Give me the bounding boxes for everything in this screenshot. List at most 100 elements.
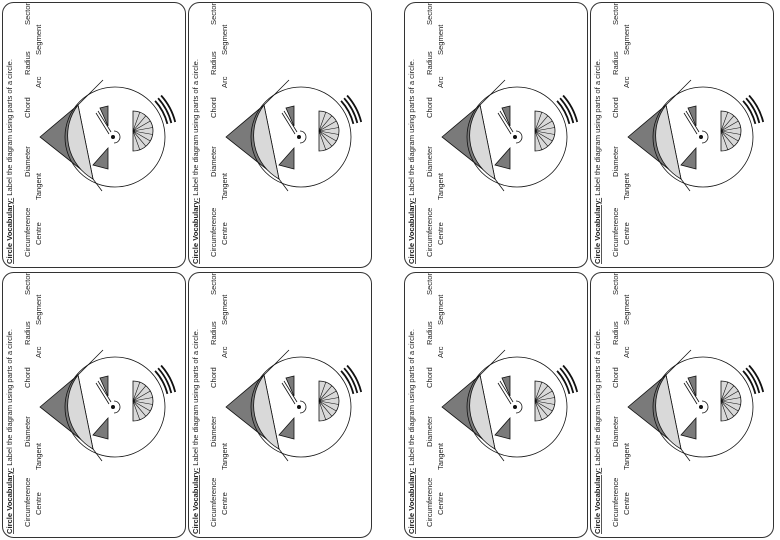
- heading-instruction: Label the diagram using parts of a circl…: [593, 59, 602, 198]
- vocab-word: Tangent: [622, 172, 631, 200]
- vocab-word: Chord: [425, 367, 434, 388]
- arc-mark: [748, 94, 765, 123]
- vocab-word: Circumference: [425, 478, 434, 527]
- sector-wedge-bottom: [278, 416, 295, 440]
- segment-shape: [67, 104, 94, 180]
- fan-radius: [132, 397, 153, 402]
- arc-mark: [346, 94, 363, 123]
- fan-radius: [720, 130, 735, 147]
- diameter-line: [685, 110, 700, 133]
- vocab-word: Arc: [220, 76, 229, 88]
- diameter-line: [283, 380, 298, 403]
- centre-dot: [111, 404, 116, 409]
- vocab-word: Tangent: [220, 442, 229, 470]
- vocab-word: Segment: [220, 24, 229, 55]
- card-border: [404, 2, 588, 268]
- vocab-word: Arc: [436, 76, 445, 88]
- sector-wedge-bottom: [92, 146, 109, 170]
- tangent-line: [494, 178, 505, 192]
- vocab-word: Centre: [220, 492, 229, 515]
- vocab-word: Tangent: [220, 172, 229, 200]
- vocab-word: Chord: [425, 97, 434, 118]
- fan-radius: [132, 130, 147, 147]
- heading-instruction: Label the diagram using parts of a circl…: [407, 329, 416, 468]
- fan-radius: [318, 130, 337, 142]
- arc-mark: [346, 364, 363, 393]
- worksheet-card: Circle Vocabulary: Label the diagram usi…: [404, 2, 588, 268]
- vocab-word: Circumference: [209, 478, 218, 527]
- sector-wedge-top: [285, 375, 295, 397]
- angle-arc: [701, 400, 709, 414]
- tangent-line: [494, 448, 505, 462]
- heading-bold: Circle Vocabulary:: [593, 198, 602, 264]
- vocab-word: Radius: [23, 321, 32, 345]
- heading-bold: Circle Vocabulary:: [593, 468, 602, 534]
- vocab-word: Segment: [622, 24, 631, 55]
- fan-radius: [132, 400, 153, 405]
- fan-radius: [720, 112, 729, 132]
- circle-diagram: [39, 349, 177, 462]
- vocab-word: Centre: [622, 492, 631, 515]
- diameter-line: [685, 380, 700, 403]
- circle-outline: [64, 86, 166, 188]
- segment-shape: [253, 104, 280, 180]
- arc-mark: [559, 97, 575, 124]
- vocab-word: Tangent: [34, 172, 43, 200]
- segment-shape: [655, 374, 682, 450]
- worksheet-card: Circle Vocabulary: Label the diagram usi…: [188, 2, 372, 268]
- sector-wedge-top: [99, 105, 109, 127]
- heading-bold: Circle Vocabulary:: [407, 468, 416, 534]
- worksheet-card: Circle Vocabulary: Label the diagram usi…: [590, 2, 774, 268]
- circle-diagram: [627, 79, 765, 192]
- circle-outline: [652, 356, 754, 458]
- card-border: [404, 272, 588, 538]
- card-border: [590, 2, 774, 268]
- fan-radius: [132, 112, 141, 132]
- vocab-word: Centre: [220, 222, 229, 245]
- vocab-word: Sector: [209, 3, 218, 25]
- tangent-line: [77, 79, 104, 106]
- fan-radius: [720, 400, 739, 412]
- vocab-word: Chord: [23, 367, 32, 388]
- vocab-word: Radius: [611, 321, 620, 345]
- vocab-word: Arc: [220, 346, 229, 358]
- fan-radius: [132, 400, 147, 417]
- vocab-word: Diameter: [425, 416, 434, 447]
- fan-radius: [534, 390, 553, 402]
- sector-wedge-top: [99, 375, 109, 397]
- sector-wedge-top: [687, 375, 697, 397]
- centre-dot: [513, 404, 518, 409]
- worksheet-heading: Circle Vocabulary: Label the diagram usi…: [191, 329, 200, 534]
- card-border: [590, 272, 774, 538]
- sector-wedge-bottom: [92, 416, 109, 440]
- centre-dot: [111, 134, 116, 139]
- fan-radius: [534, 130, 549, 147]
- vocab-word: Segment: [34, 24, 43, 55]
- fan-radius: [132, 400, 141, 420]
- fan-radius: [720, 130, 739, 142]
- angle-arc: [515, 400, 523, 414]
- heading-instruction: Label the diagram using parts of a circl…: [407, 59, 416, 198]
- vocab-word: Segment: [34, 294, 43, 325]
- heading-instruction: Label the diagram using parts of a circl…: [191, 329, 200, 468]
- diameter-line: [283, 110, 298, 133]
- centre-dot: [297, 404, 302, 409]
- circle-diagram: [441, 349, 579, 462]
- diameter-line: [499, 110, 514, 133]
- heading-instruction: Label the diagram using parts of a circl…: [593, 329, 602, 468]
- tangent-line: [680, 178, 691, 192]
- fan-radius: [534, 115, 549, 132]
- tangent-line: [479, 349, 506, 376]
- tangent-line: [278, 178, 289, 192]
- fan-radius: [534, 127, 555, 132]
- card-border: [2, 272, 186, 538]
- vocab-word: Diameter: [23, 146, 32, 177]
- sector-wedge-top: [285, 105, 295, 127]
- radius-line: [683, 112, 698, 135]
- fan-radius: [534, 397, 555, 402]
- circle-outline: [64, 356, 166, 458]
- fan-radius: [534, 400, 553, 412]
- segment-shape: [469, 104, 496, 180]
- fan-radius: [132, 130, 153, 135]
- worksheet-card: Circle Vocabulary: Label the diagram usi…: [404, 272, 588, 538]
